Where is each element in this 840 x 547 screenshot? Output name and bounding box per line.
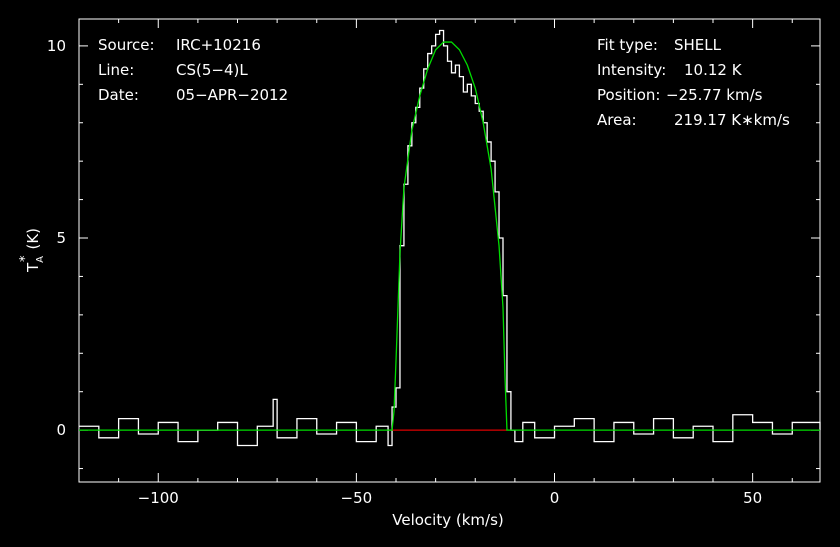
info-area-key: Area: xyxy=(597,111,637,129)
plot-frame xyxy=(78,18,821,483)
x-tick-label: 0 xyxy=(550,489,560,507)
x-tick-label: −100 xyxy=(138,489,179,507)
y-axis-label-main: T xyxy=(24,262,42,273)
info-intensity-key: Intensity: xyxy=(597,61,666,79)
series-layer xyxy=(79,29,821,447)
x-axis-label: Velocity (km/s) xyxy=(392,511,503,529)
y-axis-label: TA* (K) xyxy=(18,228,46,273)
info-position-value: −25.77 km/s xyxy=(666,86,763,104)
y-axis-label-unit: (K) xyxy=(24,228,42,250)
info-line-value: CS(5−4)L xyxy=(176,61,248,79)
info-left: Source: IRC+10216 Line: CS(5−4)L Date: 0… xyxy=(98,36,288,104)
info-source-key: Source: xyxy=(98,36,155,54)
y-axis-label-sub: A xyxy=(35,256,46,263)
y-tick-label: 10 xyxy=(47,37,66,55)
info-position-key: Position: xyxy=(597,86,660,104)
observed-spectrum-line xyxy=(79,29,821,447)
info-right: Fit type: SHELL Intensity: 10.12 K Posit… xyxy=(597,36,790,129)
x-tick-label: −50 xyxy=(341,489,373,507)
info-intensity-value: 10.12 K xyxy=(684,61,743,79)
y-tick-label: 0 xyxy=(56,421,66,439)
x-tick-label: 50 xyxy=(743,489,762,507)
shell-fit-line xyxy=(79,41,820,431)
y-tick-label: 5 xyxy=(56,229,66,247)
info-source-value: IRC+10216 xyxy=(176,36,261,54)
info-fit-type-value: SHELL xyxy=(674,36,722,54)
svg-text:TA*(K): TA* (K) xyxy=(18,228,46,273)
info-line-key: Line: xyxy=(98,61,134,79)
y-axis-label-sup: * xyxy=(18,255,33,262)
info-area-value: 219.17 K∗km/s xyxy=(674,111,790,129)
info-fit-type-key: Fit type: xyxy=(597,36,658,54)
info-date-value: 05−APR−2012 xyxy=(176,86,288,104)
axis-ticks: −100 −50 0 50 0 5 10 xyxy=(47,19,820,507)
info-date-key: Date: xyxy=(98,86,139,104)
